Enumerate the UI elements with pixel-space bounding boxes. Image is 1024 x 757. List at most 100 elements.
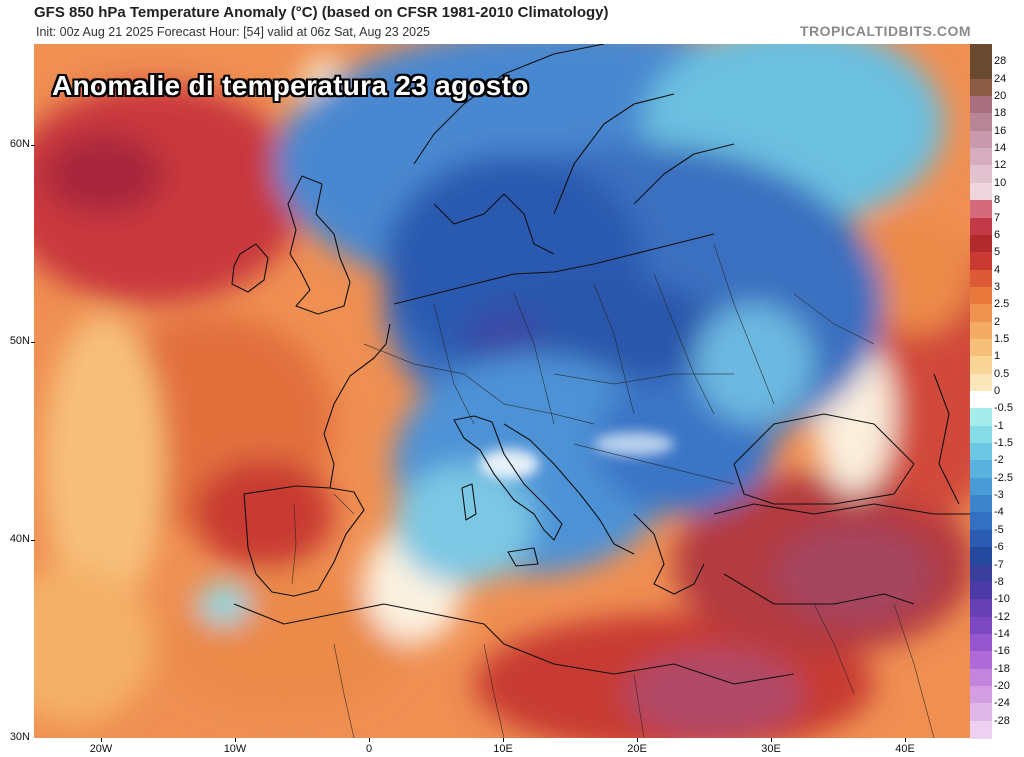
colorbar-cell [970,96,992,114]
lon-tick [771,738,772,742]
colorbar-cell [970,703,992,721]
lon-label-10w: 10W [223,743,247,755]
lat-tick [31,145,35,146]
lon-tick [637,738,638,742]
colorbar-label: 0 [994,385,1001,397]
colorbar-label: -12 [994,611,1010,623]
colorbar-label: -14 [994,628,1010,640]
colorbar-cell [970,495,992,513]
colorbar-cell [970,478,992,496]
colorbar-cell [970,651,992,669]
colorbar-cell [970,374,992,392]
lat-label-40n: 40N [9,533,30,545]
colorbar-cell [970,252,992,270]
colorbar-label: 5 [994,246,1001,258]
colorbar-cell [970,339,992,357]
colorbar-cell [970,634,992,652]
lon-tick [503,738,504,742]
colorbar-cell [970,235,992,253]
colorbar-cell [970,44,992,62]
colorbar-cell [970,443,992,461]
lat-label-60n: 60N [9,138,30,150]
colorbar [970,44,992,739]
colorbar-label: 28 [994,55,1007,67]
lon-tick [369,738,370,742]
colorbar-label: 20 [994,90,1007,102]
colorbar-cell [970,200,992,218]
colorbar-label: 8 [994,194,1001,206]
colorbar-label: -18 [994,663,1010,675]
header: GFS 850 hPa Temperature Anomaly (°C) (ba… [0,0,1024,44]
colorbar-cell [970,582,992,600]
colorbar-cell [970,530,992,548]
colorbar-cell [970,356,992,374]
colorbar-cell [970,287,992,305]
colorbar-label: -24 [994,697,1010,709]
colorbar-cell [970,61,992,79]
colorbar-label: -16 [994,645,1010,657]
colorbar-cell [970,218,992,236]
colorbar-cell [970,460,992,478]
colorbar-label: 7 [994,212,1001,224]
colorbar-label: -0.5 [994,402,1013,414]
lon-label-40e: 40E [895,743,915,755]
colorbar-label: 16 [994,125,1007,137]
anomaly-map [34,44,970,738]
colorbar-label: 4 [994,264,1001,276]
colorbar-label: 12 [994,159,1007,171]
colorbar-label: 2 [994,316,1001,328]
colorbar-cell [970,565,992,583]
colorbar-label: 3 [994,281,1001,293]
colorbar-label: 18 [994,107,1007,119]
colorbar-cell [970,686,992,704]
colorbar-label: 10 [994,177,1007,189]
lon-tick [905,738,906,742]
colorbar-cell [970,131,992,149]
colorbar-cell [970,270,992,288]
overlay-title: Anomalie di temperatura 23 agosto [52,70,529,101]
lon-tick [235,738,236,742]
colorbar-label: 2.5 [994,298,1010,310]
colorbar-label: -1.5 [994,437,1013,449]
colorbar-label: -4 [994,506,1004,518]
lat-label-30n: 30N [9,731,30,743]
colorbar-cell [970,304,992,322]
colorbar-label: -10 [994,593,1010,605]
lon-label-20w: 20W [89,743,113,755]
colorbar-cell [970,165,992,183]
colorbar-cell [970,113,992,131]
colorbar-label: -8 [994,576,1004,588]
colorbar-cell [970,547,992,565]
colorbar-label: 14 [994,142,1007,154]
colorbar-label: -7 [994,559,1004,571]
brand-watermark: TROPICALTIDBITS.COM [799,23,971,39]
colorbar-label: -1 [994,420,1004,432]
colorbar-cell [970,721,992,739]
colorbar-cell [970,322,992,340]
colorbar-label: 1.5 [994,333,1010,345]
colorbar-label: -3 [994,489,1004,501]
colorbar-label: -2 [994,454,1004,466]
colorbar-label: -5 [994,524,1004,536]
colorbar-label: 24 [994,73,1007,85]
map-title: GFS 850 hPa Temperature Anomaly (°C) (ba… [34,4,609,21]
colorbar-cell [970,183,992,201]
lat-label-50n: 50N [9,335,30,347]
colorbar-label: 6 [994,229,1001,241]
colorbar-label: -2.5 [994,472,1013,484]
colorbar-label: -28 [994,715,1010,727]
map-subtitle: Init: 00z Aug 21 2025 Forecast Hour: [54… [36,25,431,39]
lat-tick [31,342,35,343]
colorbar-cell [970,617,992,635]
colorbar-cell [970,512,992,530]
colorbar-cell [970,391,992,409]
colorbar-cell [970,79,992,97]
colorbar-cell [970,426,992,444]
colorbar-cell [970,599,992,617]
lon-label-0: 0 [365,743,373,755]
colorbar-cell [970,148,992,166]
lon-label-20e: 20E [627,743,647,755]
lon-tick [101,738,102,742]
colorbar-cell [970,669,992,687]
colorbar-label: 1 [994,350,1001,362]
